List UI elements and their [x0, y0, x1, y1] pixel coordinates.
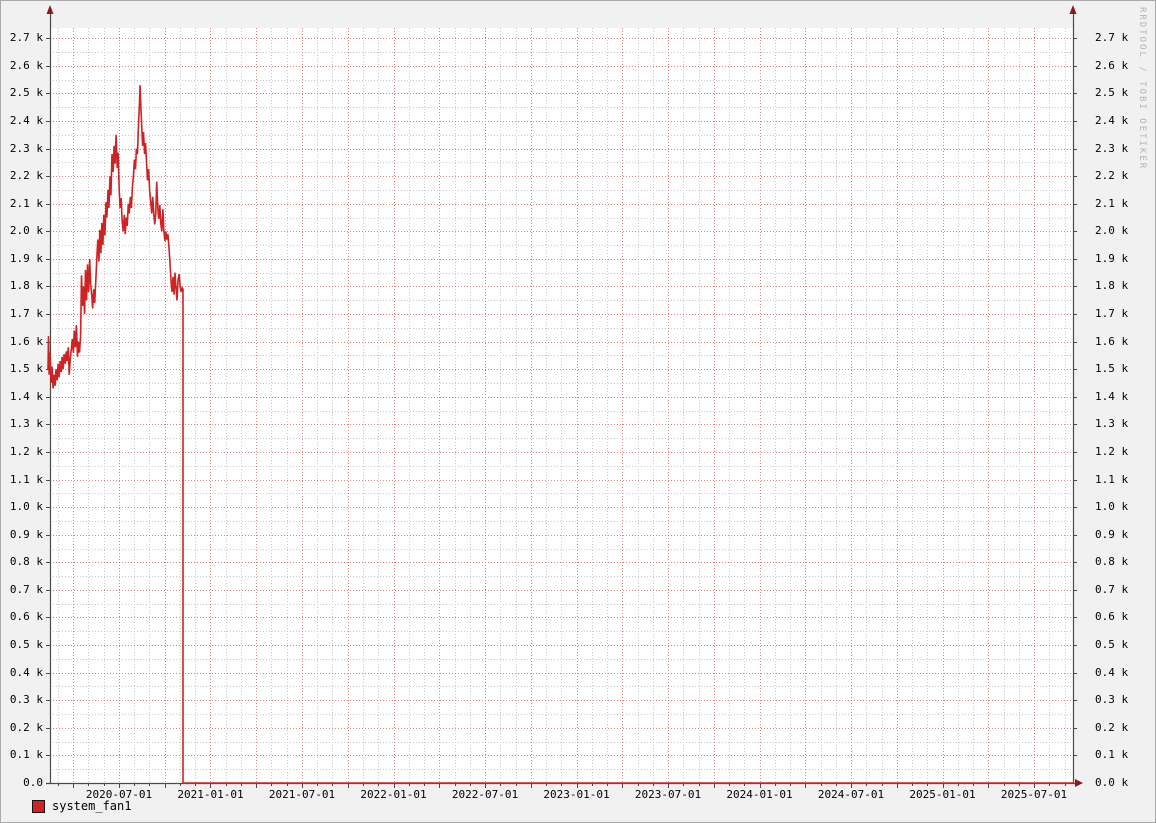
x-axis-label: 2023-07-01: [634, 788, 702, 801]
axis-ticks: [46, 38, 1077, 788]
y-axis-label-left: 1.3 k: [9, 417, 43, 431]
x-axis-label: 2025-07-01: [1000, 788, 1068, 801]
y-axis-label-right: 0.2 k: [1095, 720, 1129, 734]
y-axis-label-right: 0.6 k: [1095, 610, 1129, 624]
y-axis-label-right: 2.0 k: [1095, 224, 1129, 238]
y-axis-label-right: 0.0 k: [1095, 776, 1129, 789]
y-axis-label-right: 2.2 k: [1095, 169, 1129, 183]
x-axis-label: 2024-07-01: [817, 788, 885, 801]
y-axis-label-right: 1.3 k: [1095, 417, 1129, 431]
y-axis-label-right: 0.5 k: [1095, 638, 1129, 652]
y-axis-label-left: 2.5 k: [9, 86, 43, 100]
x-axis-label: 2021-07-01: [268, 788, 336, 801]
x-axis-label: 2022-07-01: [451, 788, 519, 801]
x-axis-label: 2023-01-01: [543, 788, 610, 801]
plot-area: [50, 28, 1073, 783]
y-axis-label-left: 0.3 k: [9, 693, 43, 707]
y-axis-label-left: 1.0 k: [9, 500, 43, 514]
y-axis-label-right: 1.6 k: [1095, 334, 1129, 348]
y-axis-label-right: 1.0 k: [1095, 500, 1129, 514]
y-axis-label-left: 2.3 k: [9, 141, 43, 155]
minor-gridlines: [50, 28, 1073, 783]
y-axis-label-left: 0.8 k: [9, 555, 43, 569]
y-axis-label-left: 0.9 k: [9, 527, 43, 541]
x-axis-label: 2020-07-01: [85, 788, 153, 801]
y-axis-label-left: 1.5 k: [9, 362, 43, 376]
axis-arrows: [46, 5, 1083, 787]
y-axis-label-right: 1.8 k: [1095, 279, 1129, 293]
y-axis-label-left: 1.2 k: [9, 444, 43, 458]
x-axis-label: 2025-01-01: [909, 788, 976, 801]
y-axis-label-right: 0.9 k: [1095, 527, 1129, 541]
y-axis-label-right: 1.7 k: [1095, 307, 1129, 321]
y-axis-label-left: 2.6 k: [9, 58, 43, 72]
y-axis-label-left: 1.9 k: [9, 251, 43, 265]
y-axis-label-right: 1.9 k: [1095, 251, 1129, 265]
y-axis-arrow-right: [1069, 5, 1077, 14]
legend-swatch-icon: [32, 799, 45, 813]
y-axis-arrow-left: [46, 5, 54, 14]
x-axis-arrow: [1075, 779, 1083, 787]
y-axis-label-right: 0.7 k: [1095, 582, 1129, 596]
y-axis-label-right: 2.7 k: [1095, 31, 1129, 45]
y-axis-label-left: 2.4 k: [9, 113, 43, 127]
y-axis-label-left: 2.0 k: [9, 224, 43, 238]
y-axis-label-right: 1.1 k: [1095, 472, 1129, 486]
y-axis-label-right: 0.3 k: [1095, 693, 1129, 707]
watermark: RRDTOOL / TOBI OETIKER: [1137, 7, 1147, 171]
y-axis-label-left: 1.8 k: [9, 279, 43, 293]
x-axis-label: 2021-01-01: [177, 788, 244, 801]
y-axis-label-left: 0.5 k: [9, 638, 43, 652]
y-axis-label-right: 2.3 k: [1095, 141, 1129, 155]
y-axis-label-left: 0.6 k: [9, 610, 43, 624]
y-axis-label-left: 1.6 k: [9, 334, 43, 348]
y-axis-label-left: 0.7 k: [9, 582, 43, 596]
y-axis-label-right: 2.4 k: [1095, 113, 1129, 127]
y-axis-label-left: 0.1 k: [9, 748, 43, 762]
y-axis-label-left: 0.4 k: [9, 665, 43, 679]
major-gridlines: [50, 28, 1073, 783]
y-axis-label-right: 2.6 k: [1095, 58, 1129, 72]
y-axis-label-right: 1.2 k: [1095, 444, 1129, 458]
y-axis-label-left: 2.1 k: [9, 196, 43, 210]
y-axis-label-right: 0.1 k: [1095, 748, 1129, 762]
y-axis-label-left: 2.2 k: [9, 169, 43, 183]
legend: system_fan1: [32, 799, 131, 813]
y-axis-label-left: 1.1 k: [9, 472, 43, 486]
x-axis-label: 2024-01-01: [726, 788, 793, 801]
y-axis-label-left: 1.4 k: [9, 389, 43, 403]
legend-label: system_fan1: [52, 799, 132, 813]
series-line-system_fan1: [47, 85, 1073, 784]
y-axis-label-right: 1.5 k: [1095, 362, 1129, 376]
y-axis-label-left: 2.7 k: [9, 31, 43, 45]
y-axis-label-right: 2.5 k: [1095, 86, 1129, 100]
y-axis-label-left: 0.2 k: [9, 720, 43, 734]
y-axis-label-left: 0.0: [23, 776, 43, 789]
y-axis-label-left: 1.7 k: [9, 307, 43, 321]
y-axis-label-right: 0.8 k: [1095, 555, 1129, 569]
y-axis-label-right: 0.4 k: [1095, 665, 1129, 679]
y-axis-label-right: 1.4 k: [1095, 389, 1129, 403]
x-axis-label: 2022-01-01: [360, 788, 427, 801]
y-axis-label-right: 2.1 k: [1095, 196, 1129, 210]
